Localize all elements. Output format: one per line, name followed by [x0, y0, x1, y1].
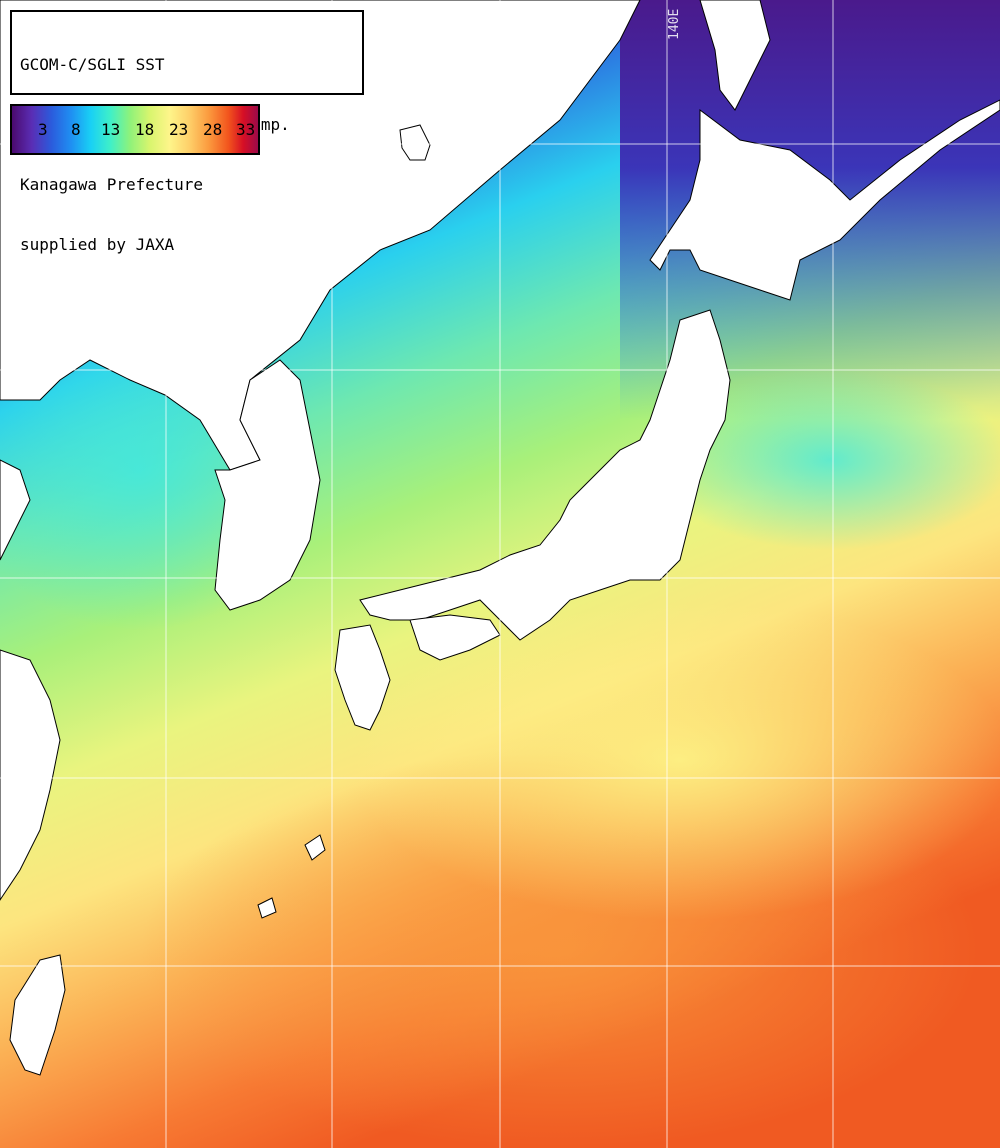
- longitude-label: 140E: [667, 8, 682, 40]
- info-region: Kanagawa Prefecture: [20, 175, 204, 194]
- land-sakhalin: [699, 0, 771, 111]
- latitude-label: 40N: [18, 352, 42, 367]
- colorbar-tick: 8: [71, 120, 81, 139]
- land-island-ryukyu-2: [257, 897, 277, 919]
- info-product: GCOM-C/SGLI SST: [20, 55, 165, 74]
- colorbar-tick: 13: [101, 120, 121, 139]
- land-island-north: [399, 124, 431, 161]
- land-kyushu: [334, 624, 391, 731]
- colorbar-tick: 18: [135, 120, 155, 139]
- colorbar-tick: 33: [236, 120, 256, 139]
- land-shikoku: [409, 614, 501, 661]
- colorbar-tick: 23: [169, 120, 189, 139]
- land-hokkaido: [649, 99, 1000, 301]
- cool-region-sanriku: [650, 370, 1000, 550]
- land-korea: [214, 359, 321, 611]
- land-shandong: [0, 459, 31, 561]
- temperature-colorbar: 3 8 13 18 23 28 33: [10, 104, 260, 155]
- colorbar-tick: 3: [38, 120, 48, 139]
- info-credit: supplied by JAXA: [20, 235, 175, 254]
- land-china-east: [0, 649, 61, 901]
- land-island-ryukyu-1: [304, 834, 326, 861]
- land-taiwan: [9, 954, 66, 1076]
- warm-region-pacific: [350, 600, 1000, 920]
- info-box: GCOM-C/SGLI SST ~2026/04/11 (UTC) Week C…: [10, 10, 364, 254]
- colorbar-tick: 28: [203, 120, 223, 139]
